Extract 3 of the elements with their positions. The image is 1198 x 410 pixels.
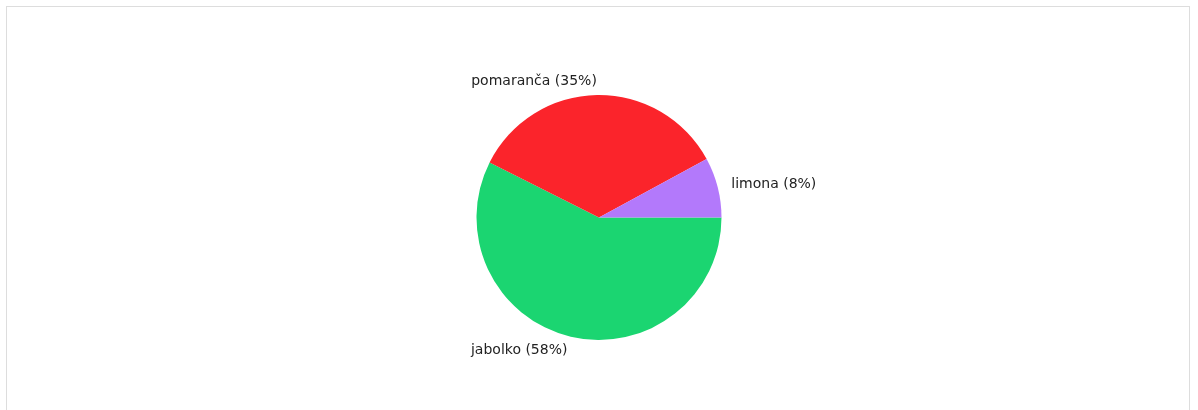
slice-label: pomaranča (35%) <box>471 71 597 88</box>
slice-label: jabolko (58%) <box>469 340 568 357</box>
slice-label: limona (8%) <box>731 174 817 191</box>
